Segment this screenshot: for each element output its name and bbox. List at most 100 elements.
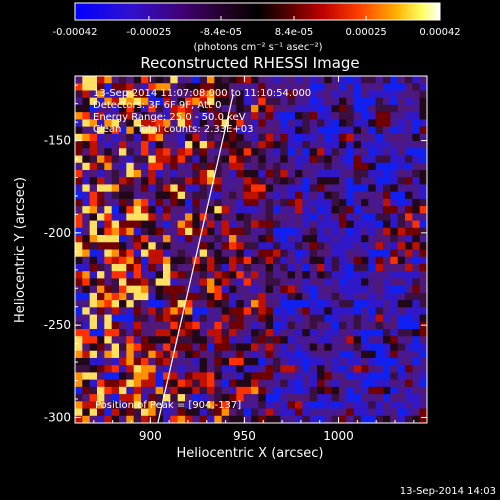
heatmap-cell xyxy=(346,227,355,236)
heatmap-cell xyxy=(265,372,274,381)
heatmap-cell xyxy=(89,307,98,315)
heatmap-cell xyxy=(397,357,406,366)
heatmap-cell xyxy=(111,292,120,301)
heatmap-cell xyxy=(302,321,311,330)
heatmap-cell xyxy=(229,300,237,308)
heatmap-cell xyxy=(346,386,355,395)
heatmap-cell xyxy=(214,213,223,221)
heatmap-cell xyxy=(243,408,252,417)
heatmap-cell xyxy=(295,141,303,149)
heatmap-cell xyxy=(82,162,91,171)
heatmap-cell xyxy=(353,386,362,395)
heatmap-cell xyxy=(221,408,230,417)
heatmap-cell xyxy=(141,357,149,366)
heatmap-cell xyxy=(229,97,237,106)
heatmap-cell xyxy=(82,220,91,229)
heatmap-cell xyxy=(214,357,223,366)
heatmap-cell xyxy=(251,220,259,229)
heatmap-cell xyxy=(104,169,113,178)
heatmap-cell xyxy=(133,249,142,258)
heatmap-cell xyxy=(280,336,289,344)
heatmap-cell xyxy=(390,357,399,366)
heatmap-cell xyxy=(177,249,186,258)
heatmap-cell xyxy=(236,133,245,142)
heatmap-cell xyxy=(207,321,215,330)
heatmap-cell xyxy=(119,198,127,207)
heatmap-cell xyxy=(111,76,120,84)
heatmap-cell xyxy=(185,133,193,142)
heatmap-cell xyxy=(295,314,303,323)
heatmap-cell xyxy=(111,148,120,156)
heatmap-cell xyxy=(324,321,333,330)
heatmap-cell xyxy=(309,343,318,352)
heatmap-cell xyxy=(405,329,413,337)
heatmap-cell xyxy=(397,321,406,330)
heatmap-cell xyxy=(207,206,215,214)
heatmap-cell xyxy=(221,162,230,171)
heatmap-cell xyxy=(258,249,267,258)
heatmap-cell xyxy=(375,235,384,243)
heatmap-cell xyxy=(405,415,413,423)
heatmap-cell xyxy=(397,112,406,120)
heatmap-cell xyxy=(287,220,296,229)
heatmap-cell xyxy=(243,191,252,200)
heatmap-cell xyxy=(214,126,223,135)
heatmap-cell xyxy=(141,379,149,388)
heatmap-cell xyxy=(75,394,83,402)
heatmap-cell xyxy=(287,119,296,128)
heatmap-cell xyxy=(419,379,427,388)
heatmap-cell xyxy=(221,401,230,409)
heatmap-cell xyxy=(75,148,83,156)
heatmap-cell xyxy=(324,198,333,207)
heatmap-cell xyxy=(309,386,318,395)
heatmap-cell xyxy=(287,401,296,409)
heatmap-cell xyxy=(199,307,208,315)
heatmap-cell xyxy=(412,119,421,128)
heatmap-cell xyxy=(133,394,142,402)
heatmap-cell xyxy=(221,365,230,373)
heatmap-cell xyxy=(97,227,105,236)
heatmap-cell xyxy=(405,162,413,171)
heatmap-cell xyxy=(317,314,325,323)
heatmap-cell xyxy=(104,357,113,366)
heatmap-cell xyxy=(177,104,186,113)
heatmap-cell xyxy=(375,242,384,250)
heatmap-cell xyxy=(317,220,325,229)
heatmap-cell xyxy=(214,184,223,193)
heatmap-cell xyxy=(405,365,413,373)
heatmap-cell xyxy=(148,126,157,135)
heatmap-cell xyxy=(339,141,347,149)
heatmap-cell xyxy=(412,249,421,258)
heatmap-cell xyxy=(287,415,296,423)
heatmap-cell xyxy=(229,249,237,258)
heatmap-cell xyxy=(258,300,267,308)
heatmap-cell xyxy=(368,141,377,149)
heatmap-cell xyxy=(221,213,230,221)
heatmap-cell xyxy=(141,235,149,243)
heatmap-cell xyxy=(324,148,333,156)
heatmap-cell xyxy=(111,372,120,381)
heatmap-cell xyxy=(265,394,274,402)
heatmap-cell xyxy=(104,256,113,265)
heatmap-cell xyxy=(148,278,157,287)
heatmap-cell xyxy=(280,169,289,178)
heatmap-cell xyxy=(192,321,201,330)
heatmap-cell xyxy=(383,386,391,395)
heatmap-cell xyxy=(229,155,237,164)
heatmap-cell xyxy=(229,401,237,409)
heatmap-cell xyxy=(177,256,186,265)
heatmap-cell xyxy=(199,90,208,99)
heatmap-cell xyxy=(89,415,98,423)
heatmap-cell xyxy=(148,292,157,301)
heatmap-cell xyxy=(104,343,113,352)
heatmap-cell xyxy=(368,379,377,388)
heatmap-cell xyxy=(251,112,259,120)
heatmap-cell xyxy=(273,177,281,185)
heatmap-cell xyxy=(375,133,384,142)
heatmap-cell xyxy=(199,97,208,106)
heatmap-cell xyxy=(309,321,318,330)
heatmap-cell xyxy=(155,278,164,287)
heatmap-cell xyxy=(177,191,186,200)
heatmap-cell xyxy=(339,220,347,229)
heatmap-cell xyxy=(412,386,421,395)
